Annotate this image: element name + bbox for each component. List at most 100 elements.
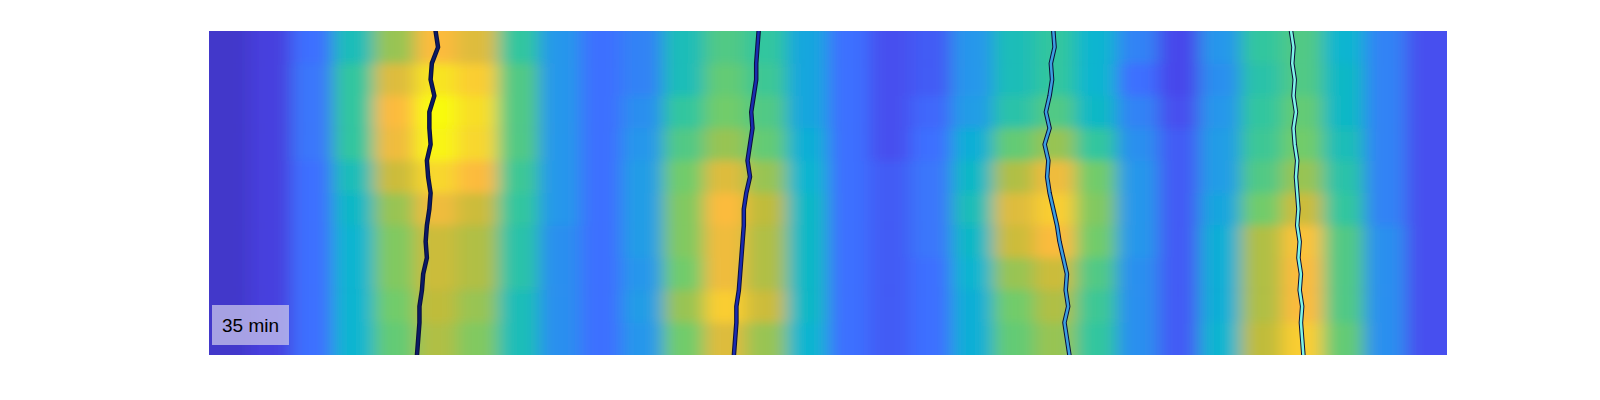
heatmap-cell bbox=[250, 31, 292, 64]
heatmap-cell bbox=[1158, 63, 1200, 96]
heatmap-cell bbox=[745, 63, 787, 96]
heatmap-cell bbox=[457, 258, 499, 291]
heatmap-cell bbox=[663, 225, 705, 258]
heatmap-cell bbox=[828, 31, 870, 64]
heatmap-cell bbox=[952, 128, 994, 161]
heatmap-cell bbox=[292, 290, 334, 323]
heatmap-cell bbox=[1117, 225, 1159, 258]
heatmap-cell bbox=[1282, 63, 1324, 96]
heatmap-cell bbox=[1034, 258, 1076, 291]
heatmap-cell bbox=[209, 258, 251, 291]
heatmap-cell bbox=[663, 128, 705, 161]
heatmap-cell bbox=[787, 290, 829, 323]
heatmap-cell bbox=[498, 258, 540, 291]
heatmap-cell bbox=[1076, 128, 1118, 161]
heatmap-cell bbox=[1364, 193, 1406, 226]
heatmap-cell bbox=[539, 323, 581, 355]
heatmap-cell bbox=[828, 258, 870, 291]
heatmap-cell bbox=[333, 193, 375, 226]
heatmap-cell bbox=[1364, 96, 1406, 129]
time-label-box bbox=[212, 305, 289, 345]
heatmap-cell bbox=[1364, 225, 1406, 258]
heatmap-cell bbox=[704, 128, 746, 161]
heatmap-cell bbox=[333, 128, 375, 161]
heatmap-cell bbox=[1199, 96, 1241, 129]
heatmap-cell bbox=[333, 31, 375, 64]
heatmap-cell bbox=[622, 96, 664, 129]
heatmap-cell bbox=[993, 96, 1035, 129]
heatmap-cell bbox=[993, 290, 1035, 323]
heatmap-cell bbox=[1076, 63, 1118, 96]
heatmap-cell bbox=[952, 258, 994, 291]
heatmap-cell bbox=[374, 193, 416, 226]
heatmap-cell bbox=[1406, 128, 1447, 161]
heatmap-cell bbox=[580, 128, 622, 161]
heatmap-cell bbox=[539, 290, 581, 323]
heatmap-cell bbox=[457, 290, 499, 323]
heatmap-cell bbox=[952, 63, 994, 96]
heatmap-cell bbox=[374, 323, 416, 355]
heatmap bbox=[209, 31, 1447, 355]
heatmap-cell bbox=[539, 96, 581, 129]
heatmap-cell bbox=[498, 96, 540, 129]
heatmap-cell bbox=[1406, 96, 1447, 129]
heatmap-cell bbox=[1364, 323, 1406, 355]
heatmap-cell bbox=[374, 290, 416, 323]
heatmap-cell bbox=[1282, 161, 1324, 194]
heatmap-cell bbox=[292, 193, 334, 226]
heatmap-cell bbox=[1117, 63, 1159, 96]
heatmap-cell bbox=[993, 128, 1035, 161]
heatmap-cell bbox=[292, 225, 334, 258]
heatmap-cell bbox=[1076, 161, 1118, 194]
heatmap-cell bbox=[1406, 31, 1447, 64]
heatmap-cell bbox=[333, 96, 375, 129]
heatmap-cell bbox=[539, 225, 581, 258]
heatmap-cell bbox=[1034, 225, 1076, 258]
heatmap-cell bbox=[415, 96, 457, 129]
track-outline bbox=[417, 31, 438, 355]
heatmap-cell bbox=[374, 128, 416, 161]
heatmap-cell bbox=[745, 258, 787, 291]
heatmap-cell bbox=[1158, 290, 1200, 323]
heatmap-cell bbox=[457, 161, 499, 194]
heatmap-cell bbox=[869, 96, 911, 129]
heatmap-cell bbox=[1241, 193, 1283, 226]
heatmap-cell bbox=[539, 258, 581, 291]
heatmap-cell bbox=[622, 258, 664, 291]
heatmap-cell bbox=[539, 31, 581, 64]
heatmap-cell bbox=[1406, 258, 1447, 291]
heatmap-cell bbox=[457, 128, 499, 161]
heatmap-cell bbox=[1199, 323, 1241, 355]
time-label: 35 min bbox=[212, 305, 289, 345]
heatmap-cell bbox=[1199, 31, 1241, 64]
heatmap-cell bbox=[869, 63, 911, 96]
heatmap-cell bbox=[787, 128, 829, 161]
heatmap-cell bbox=[333, 258, 375, 291]
heatmap-cell bbox=[787, 63, 829, 96]
heatmap-cell bbox=[622, 323, 664, 355]
heatmap-cell bbox=[663, 258, 705, 291]
heatmap-cell bbox=[1282, 128, 1324, 161]
heatmap-cell bbox=[1323, 96, 1365, 129]
heatmap-cell bbox=[415, 161, 457, 194]
track-outline bbox=[734, 31, 759, 355]
heatmap-cell bbox=[374, 96, 416, 129]
heatmap-cell bbox=[1034, 128, 1076, 161]
heatmap-cell bbox=[1076, 31, 1118, 64]
heatmap-cell bbox=[292, 63, 334, 96]
heatmap-cell bbox=[663, 63, 705, 96]
track-line bbox=[734, 31, 759, 355]
heatmap-cell bbox=[828, 323, 870, 355]
heatmap-cell bbox=[498, 225, 540, 258]
heatmap-cell bbox=[457, 225, 499, 258]
heatmap-cell bbox=[911, 128, 953, 161]
heatmap-cell bbox=[374, 225, 416, 258]
heatmap-cell bbox=[1158, 225, 1200, 258]
heatmap-cell bbox=[1241, 96, 1283, 129]
heatmap-cell bbox=[787, 323, 829, 355]
heatmap-cell bbox=[580, 290, 622, 323]
heatmap-cell bbox=[952, 96, 994, 129]
heatmap-cell bbox=[498, 128, 540, 161]
heatmap-cell bbox=[1406, 290, 1447, 323]
heatmap-cell bbox=[828, 290, 870, 323]
